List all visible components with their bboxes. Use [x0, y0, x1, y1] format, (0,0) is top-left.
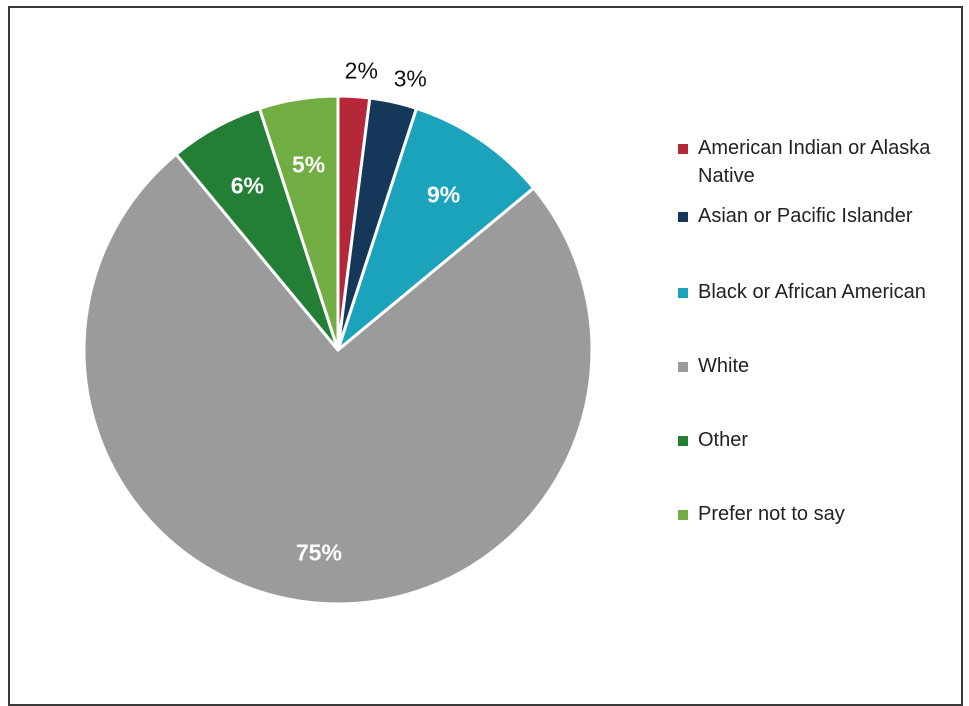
legend-swatch — [678, 510, 688, 520]
legend-label: White — [698, 355, 750, 377]
pie-chart: 2% 3% 9% 75% 6% 5% — [82, 58, 594, 606]
legend-label: American Indian or Alaska Native — [698, 137, 931, 187]
legend-label: Asian or Pacific Islander — [698, 205, 913, 227]
legend-swatch — [678, 288, 688, 298]
legend-item-asian-pacific: Asian or Pacific Islander — [678, 202, 963, 278]
legend-item-white: White — [678, 352, 963, 426]
chart-legend: American Indian or Alaska Native Asian o… — [678, 134, 963, 540]
data-label: 3% — [394, 66, 427, 92]
pie-slice-black-or-african-american — [336, 106, 536, 352]
legend-swatch — [678, 212, 688, 222]
data-label: 6% — [231, 172, 264, 198]
legend-swatch — [678, 362, 688, 372]
pie-slice-white — [82, 152, 594, 606]
legend-item-prefer-not-to-say: Prefer not to say — [678, 500, 963, 540]
legend-item-american-indian: American Indian or Alaska Native — [678, 134, 963, 202]
legend-label: Prefer not to say — [698, 503, 845, 525]
data-label: 5% — [292, 151, 325, 177]
pie-slice-prefer-not-to-say — [258, 94, 340, 352]
legend-swatch — [678, 144, 688, 154]
legend-label: Other — [698, 429, 749, 451]
legend-swatch — [678, 436, 688, 446]
legend-item-other: Other — [678, 426, 963, 500]
data-label: 9% — [427, 182, 460, 208]
legend-item-black-african-american: Black or African American — [678, 278, 963, 352]
legend-label: Black or African American — [698, 281, 926, 303]
data-label: 75% — [296, 539, 342, 565]
data-label: 2% — [345, 58, 378, 84]
